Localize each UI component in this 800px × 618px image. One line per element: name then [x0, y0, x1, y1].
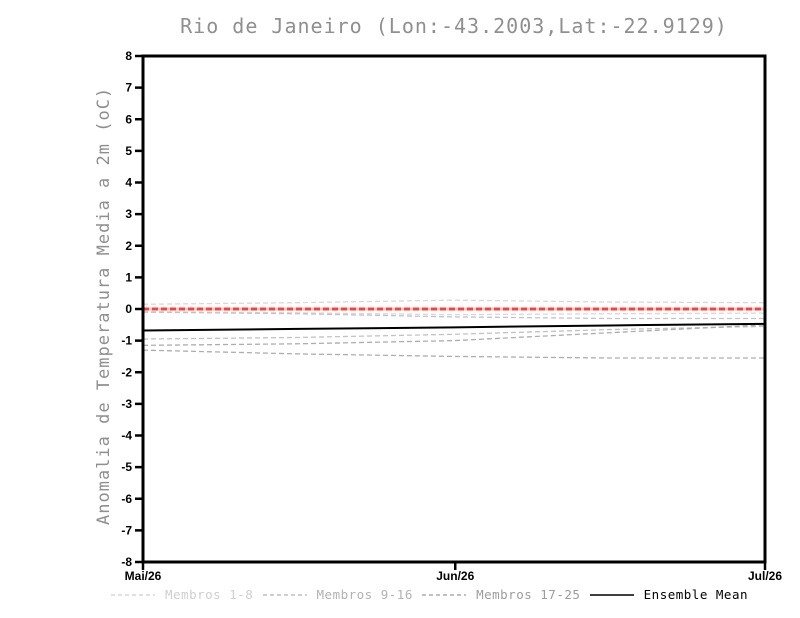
legend-item: Membros 9-16: [262, 587, 413, 602]
dashed-line-sample-icon: [422, 593, 467, 596]
svg-text:8: 8: [125, 49, 132, 63]
legend-label: Membros 17-25: [476, 587, 581, 602]
svg-text:7: 7: [125, 81, 132, 95]
dashed-line-sample-icon: [262, 593, 307, 596]
legend-label: Ensemble Mean: [643, 587, 748, 602]
svg-text:-1: -1: [121, 334, 132, 348]
svg-text:-8: -8: [121, 555, 132, 569]
svg-text:-3: -3: [121, 397, 132, 411]
legend-item: Membros 1-8: [110, 587, 253, 602]
legend-label: Membros 9-16: [316, 587, 413, 602]
dashed-line-sample-icon: [111, 593, 155, 596]
svg-text:Mai/26: Mai/26: [125, 569, 162, 583]
svg-text:-4: -4: [121, 429, 132, 443]
svg-text:5: 5: [125, 144, 132, 158]
svg-text:-2: -2: [121, 365, 132, 379]
svg-text:4: 4: [125, 176, 132, 190]
svg-text:2: 2: [125, 239, 132, 253]
svg-text:6: 6: [125, 112, 132, 126]
svg-text:1: 1: [125, 270, 132, 284]
solid-line-sample-icon: [589, 593, 634, 596]
svg-text:Jul/26: Jul/26: [748, 569, 782, 583]
svg-text:-5: -5: [121, 460, 132, 474]
legend-item: Ensemble Mean: [589, 587, 748, 602]
svg-text:3: 3: [125, 207, 132, 221]
legend-label: Membros 1-8: [165, 587, 254, 602]
legend: Membros 1-8 Membros 9-16 Membros 17-25 E…: [110, 587, 748, 602]
legend-item: Membros 17-25: [421, 587, 580, 602]
svg-text:Jun/26: Jun/26: [436, 569, 474, 583]
svg-text:-6: -6: [121, 492, 132, 506]
chart-title: Rio de Janeiro (Lon:-43.2003,Lat:-22.912…: [180, 14, 728, 38]
svg-text:0: 0: [125, 302, 132, 316]
svg-text:-7: -7: [121, 523, 132, 537]
